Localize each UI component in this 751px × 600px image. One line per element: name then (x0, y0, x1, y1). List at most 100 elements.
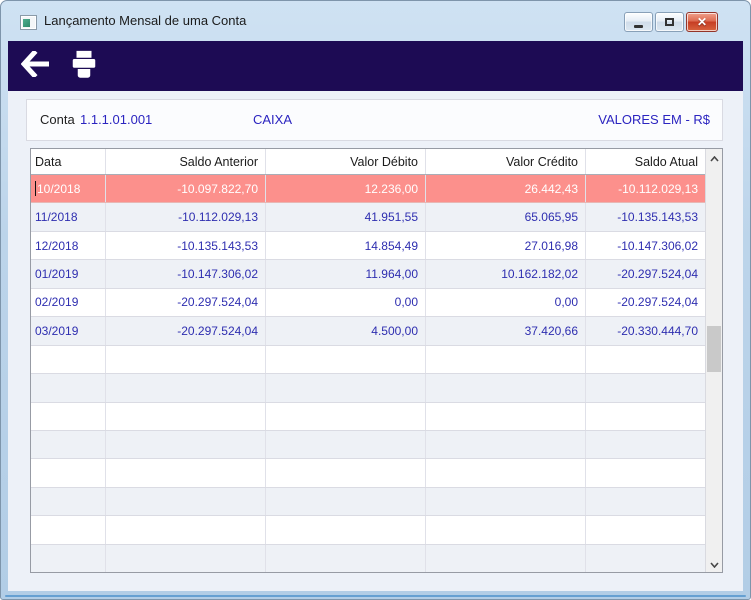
close-icon: ✕ (696, 15, 708, 29)
empty-row[interactable] (31, 430, 705, 460)
cell (426, 402, 586, 430)
conta-label: Conta (40, 112, 75, 127)
cell (31, 345, 106, 374)
cell (266, 374, 426, 402)
cell (266, 544, 426, 572)
cell: 03/2019 (31, 317, 106, 345)
empty-row[interactable] (31, 345, 705, 375)
vertical-scrollbar[interactable] (705, 149, 722, 572)
cell: 12.236,00 (266, 175, 426, 203)
cell (106, 345, 266, 374)
form-icon (20, 15, 37, 30)
cell: -10.112.029,13 (106, 203, 266, 231)
cell: -10.097.822,70 (106, 175, 266, 203)
cell: 37.420,66 (426, 317, 586, 345)
column-header[interactable]: Data (31, 149, 106, 174)
column-header[interactable]: Valor Crédito (426, 149, 586, 174)
cell (31, 544, 106, 572)
column-header[interactable]: Saldo Anterior (106, 149, 266, 174)
cell (426, 345, 586, 374)
cell (31, 430, 106, 459)
cell (31, 402, 106, 430)
cell (106, 487, 266, 516)
cell: 10/2018 (31, 175, 106, 203)
cell (266, 459, 426, 487)
cell (586, 346, 705, 373)
cell: 26.442,43 (426, 175, 586, 203)
cell: 12/2018 (31, 231, 106, 260)
cell: -20.297.524,04 (617, 267, 698, 282)
column-header[interactable]: Valor Débito (266, 149, 426, 174)
text-cursor (35, 181, 36, 197)
cell (586, 431, 705, 458)
cell: 10.162.182,02 (426, 260, 586, 288)
empty-row[interactable] (31, 516, 705, 545)
chevron-down-icon (709, 555, 719, 573)
table-row[interactable]: 03/2019 -20.297.524,04 4.500,00 37.420,66 -2… (31, 317, 705, 346)
window-controls: ✕ (624, 12, 718, 32)
titlebar[interactable]: Lançamento Mensal de uma Conta ✕ (1, 1, 750, 41)
cell: 14.854,49 (266, 231, 426, 260)
cell: 11.964,00 (266, 260, 426, 288)
scroll-down-button[interactable] (706, 555, 722, 572)
cell: 11/2018 (31, 203, 106, 231)
column-header[interactable]: Saldo Atual (634, 154, 698, 169)
cell: 41.951,55 (266, 203, 426, 231)
window-title: Lançamento Mensal de uma Conta (44, 13, 247, 28)
empty-row[interactable] (31, 402, 705, 431)
back-button[interactable] (19, 48, 53, 84)
empty-row[interactable] (31, 374, 705, 403)
print-button[interactable] (67, 48, 101, 84)
table-row[interactable]: 12/2018 -10.135.143,53 14.854,49 27.016,98 -… (31, 231, 705, 261)
cell: -10.147.306,02 (617, 238, 698, 253)
cell (106, 544, 266, 572)
cell: -20.330.444,70 (617, 323, 698, 338)
printer-icon (69, 49, 99, 84)
back-arrow-icon (20, 48, 51, 82)
cell (426, 430, 586, 459)
cell: 4.500,00 (266, 317, 426, 345)
cell (426, 374, 586, 402)
cell (586, 374, 705, 401)
scrollbar-track[interactable] (706, 166, 722, 555)
grid-main: Data Saldo Anterior Valor Débito Valor Créd… (31, 149, 705, 572)
grid-header: Data Saldo Anterior Valor Débito Valor Créd… (31, 149, 705, 175)
ledger-grid: Data Saldo Anterior Valor Débito Valor Créd… (30, 148, 723, 573)
cell (106, 430, 266, 459)
cell (106, 459, 266, 487)
toolbar (8, 41, 743, 91)
cell (106, 516, 266, 544)
cell (586, 488, 705, 515)
currency-note: VALORES EM - R$ (598, 112, 710, 127)
grid-body: 10/2018 -10.097.822,70 12.236,00 26.442,43 -… (31, 175, 705, 572)
empty-row[interactable] (31, 544, 705, 572)
close-button[interactable]: ✕ (686, 12, 718, 32)
empty-row[interactable] (31, 459, 705, 488)
cell (106, 402, 266, 430)
cell: -20.297.524,04 (106, 317, 266, 345)
cell (586, 403, 705, 430)
table-row[interactable]: 11/2018 -10.112.029,13 41.951,55 65.065,95 -… (31, 203, 705, 232)
cell (586, 516, 705, 543)
empty-row[interactable] (31, 487, 705, 517)
cell (266, 516, 426, 544)
table-row-selected[interactable]: 10/2018 -10.097.822,70 12.236,00 26.442,43 -… (31, 175, 705, 204)
cell: 02/2019 (31, 288, 106, 317)
maximize-button[interactable] (655, 12, 684, 32)
cell: -10.135.143,53 (617, 210, 698, 225)
table-row[interactable]: 02/2019 -20.297.524,04 0,00 0,00 -20.297.524… (31, 288, 705, 318)
cell (31, 459, 106, 487)
cell (266, 345, 426, 374)
cell: -20.297.524,04 (106, 288, 266, 317)
maximize-icon (665, 18, 674, 26)
table-row[interactable]: 01/2019 -10.147.306,02 11.964,00 10.162.182… (31, 260, 705, 289)
minimize-button[interactable] (624, 12, 653, 32)
cell: 0,00 (426, 288, 586, 317)
scroll-up-button[interactable] (706, 149, 722, 166)
cell (586, 459, 705, 486)
chevron-up-icon (709, 149, 719, 167)
cell: 0,00 (266, 288, 426, 317)
scrollbar-thumb[interactable] (707, 326, 721, 372)
cell (31, 487, 106, 516)
